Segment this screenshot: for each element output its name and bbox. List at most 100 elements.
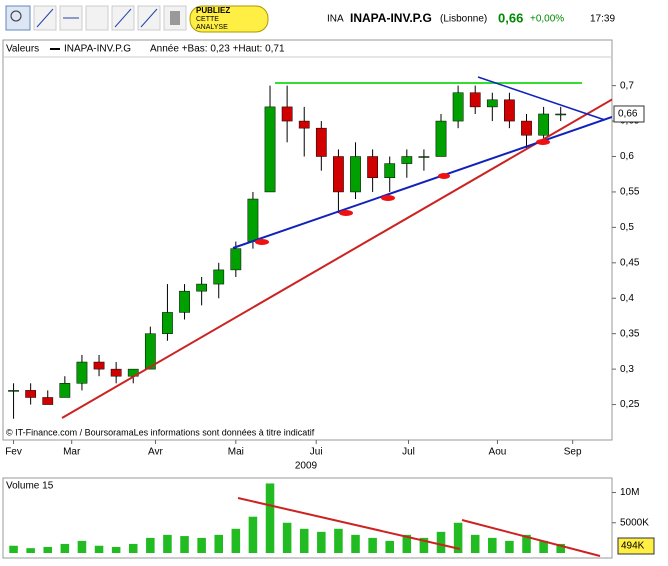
price-panel [2, 39, 613, 441]
x-tick-label: Jul [402, 447, 415, 458]
trash-icon [170, 11, 180, 25]
candle-body [8, 390, 19, 392]
volume-bar [470, 534, 480, 553]
volume-bar [180, 536, 189, 553]
last-volume-label: 494K [621, 541, 645, 552]
candle-body [555, 113, 567, 116]
volume-bar [128, 543, 138, 553]
volume-bar [368, 537, 377, 553]
button-text: PUBLIEZ [196, 6, 230, 15]
range-text: Année +Bas: 0,23 +Haut: 0,71 [150, 44, 285, 55]
volume-bar [231, 528, 241, 553]
volume-bar [351, 534, 360, 553]
x-tick-label: Mar [63, 447, 81, 458]
y-tick-label: 0,55 [620, 187, 640, 198]
candle-body [110, 368, 122, 377]
candle-body [538, 113, 549, 136]
volume-bar [43, 546, 53, 553]
candle-body [298, 120, 310, 129]
candle-body [435, 120, 447, 157]
volume-bar [94, 545, 104, 553]
candle-body [76, 361, 88, 384]
volume-bar [282, 522, 292, 553]
support-line [232, 116, 612, 249]
trend-lines [61, 76, 612, 419]
volume-bar [488, 537, 497, 553]
x-tick-label: Mai [228, 447, 244, 458]
candle-body [384, 163, 396, 179]
x-tick-label: Avr [148, 447, 163, 458]
volume-bar [522, 534, 531, 553]
y-tick-label: 0,45 [620, 257, 640, 268]
x-axis-label: 2009 [295, 461, 318, 472]
touch-point [438, 173, 450, 179]
zoom-icon [10, 10, 22, 22]
toolbar: PUBLIEZ CETTE ANALYSE [5, 5, 269, 33]
x-tick-label: Sep [564, 447, 582, 458]
time: 17:39 [590, 14, 615, 25]
candle-body [521, 120, 532, 136]
touch-point [536, 139, 550, 145]
volume-bar [419, 537, 429, 553]
volume-bar [299, 528, 309, 553]
footer: © IT-Finance.com / BoursoramaLes informa… [6, 427, 315, 437]
candle-body [42, 397, 54, 405]
y-tick-label: 5000K [620, 517, 649, 528]
volume-bar [214, 534, 224, 553]
y-tick-label: 10M [620, 487, 639, 498]
volume-trend [461, 519, 601, 557]
exchange-code: INA [327, 14, 344, 25]
touch-point [381, 195, 395, 201]
volume-bar [111, 546, 121, 553]
x-tick-label: Aou [489, 447, 507, 458]
candle-body [452, 92, 464, 122]
candle-body [162, 312, 173, 334]
volume-trend [237, 497, 461, 550]
volume-bar [26, 548, 35, 553]
candle-body [469, 92, 481, 108]
volume-trend-lines [237, 497, 601, 557]
candle-body [179, 290, 190, 313]
candle-body [281, 106, 293, 122]
change: +0,00% [530, 14, 564, 25]
candle-body [93, 361, 105, 370]
price-marks [8, 85, 567, 419]
candle-body [418, 156, 430, 158]
candle-body [264, 106, 276, 193]
candle-body [504, 99, 515, 122]
publish-button[interactable] [189, 5, 269, 33]
candle-body [350, 156, 361, 193]
line-icon [36, 8, 54, 28]
last-price-label: 0,66 [618, 109, 638, 120]
volume-bar [163, 534, 172, 553]
candle-body [230, 248, 242, 271]
legend-entry: INAPA-INV.P.G [64, 44, 131, 55]
candle-body [196, 283, 208, 292]
market: (Lisbonne) [440, 14, 487, 25]
y-tick-label: 0,5 [620, 222, 634, 233]
volume-bar [556, 543, 565, 553]
volume-bar [60, 543, 70, 553]
touch-point [339, 210, 353, 216]
fan-icon [140, 8, 158, 28]
volume-bar [402, 534, 412, 553]
candle-body [367, 156, 378, 179]
volume-bar [453, 522, 463, 553]
candle-body [333, 156, 344, 193]
volume-bar [505, 540, 514, 553]
long-trend-line [61, 98, 612, 419]
volume-bar [265, 483, 275, 553]
symbol: INAPA-INV.P.G [350, 11, 432, 25]
candle-body [401, 156, 413, 164]
indicator-tool[interactable] [85, 5, 109, 31]
volume-bar [9, 545, 18, 553]
volume-bar [77, 540, 87, 553]
volume-bar [146, 537, 155, 553]
last-price-box [613, 105, 645, 123]
volume-bar [385, 540, 394, 553]
candle-body [315, 127, 327, 157]
volume-bar [334, 528, 343, 553]
zoom-tool[interactable] [5, 5, 31, 31]
volume-bar [436, 531, 446, 553]
